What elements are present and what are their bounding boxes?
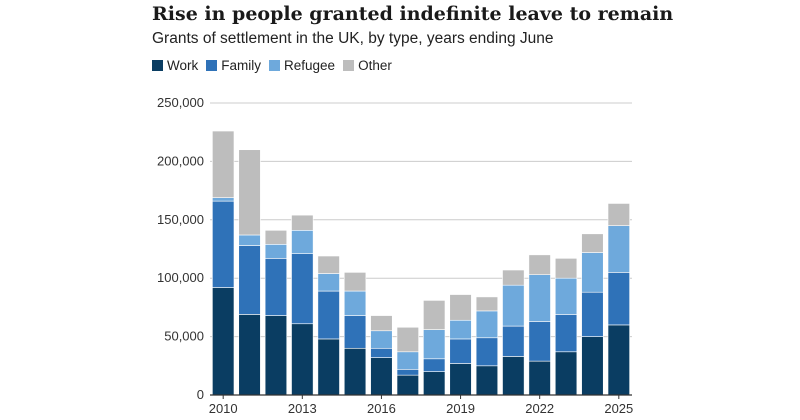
bar-family-2019	[449, 338, 472, 364]
bar-refugee-2024	[581, 252, 604, 293]
bar-other-2013	[291, 214, 314, 231]
bar-refugee-2022	[528, 274, 551, 322]
bar-other-2014	[317, 255, 340, 274]
bar-refugee-2012	[264, 244, 288, 259]
bar-family-2012	[264, 258, 288, 316]
bar-other-2010	[212, 130, 235, 198]
x-tick-label: 2013	[288, 401, 317, 416]
bar-family-2024	[581, 291, 604, 337]
legend-item-work: Work	[152, 58, 198, 73]
bar-family-2016	[370, 347, 393, 358]
bar-work-2016	[370, 357, 393, 396]
bar-family-2014	[317, 290, 340, 340]
legend-swatch-family	[206, 60, 218, 71]
bar-other-2011	[238, 149, 261, 236]
chart-panel: Rise in people granted indefinite leave …	[140, 0, 673, 420]
y-tick-label: 150,000	[157, 212, 204, 227]
bar-refugee-2014	[317, 273, 340, 292]
bar-other-2023	[554, 258, 578, 279]
bar-refugee-2018	[423, 329, 446, 360]
legend-swatch-other	[343, 60, 355, 71]
legend-label: Work	[167, 58, 199, 73]
legend-swatch-refugee	[269, 60, 281, 71]
bar-other-2020	[475, 296, 499, 312]
bar-refugee-2020	[475, 310, 499, 339]
y-tick-label: 250,000	[157, 95, 204, 110]
bar-other-2024	[581, 233, 604, 253]
bar-family-2015	[343, 315, 367, 349]
bar-family-2010	[212, 200, 235, 288]
chart-title: Rise in people granted indefinite leave …	[152, 3, 674, 25]
y-tick-label: 100,000	[157, 270, 204, 285]
x-tick-label: 2010	[209, 401, 238, 416]
bar-family-2025	[607, 272, 630, 326]
x-tick-label: 2016	[367, 401, 396, 416]
chart-legend: Work Family Refugee Other	[152, 58, 400, 73]
bar-other-2016	[370, 315, 393, 332]
bar-work-2022	[528, 360, 551, 396]
bar-family-2022	[528, 321, 551, 362]
bar-refugee-2019	[449, 319, 472, 340]
bar-other-2019	[449, 294, 472, 321]
y-tick-label: 200,000	[157, 153, 204, 168]
bar-work-2014	[317, 338, 340, 396]
bar-other-2025	[607, 203, 630, 226]
bar-refugee-2025	[607, 225, 630, 273]
bar-work-2011	[238, 314, 261, 396]
legend-swatch-work	[152, 60, 163, 71]
bar-work-2023	[554, 351, 578, 396]
bar-other-2012	[264, 230, 288, 245]
bar-family-2023	[554, 314, 578, 353]
bar-work-2019	[449, 363, 472, 396]
bar-work-2017	[396, 374, 419, 396]
bar-work-2012	[264, 315, 288, 396]
bar-work-2021	[502, 356, 525, 396]
x-tick-label: 2019	[446, 401, 475, 416]
bar-family-2021	[502, 325, 525, 357]
legend-label: Other	[358, 58, 392, 73]
bar-work-2020	[475, 365, 499, 396]
bar-other-2022	[528, 254, 551, 275]
bar-work-2010	[212, 287, 235, 396]
bar-refugee-2015	[343, 290, 367, 316]
bar-refugee-2017	[396, 351, 419, 370]
bar-family-2013	[291, 253, 314, 325]
bar-refugee-2010	[212, 197, 235, 202]
bar-refugee-2021	[502, 284, 525, 327]
x-tick-label: 2022	[525, 401, 554, 416]
y-tick-label: 0	[197, 387, 204, 402]
bar-work-2015	[343, 347, 367, 396]
bar-family-2017	[396, 368, 419, 376]
bar-refugee-2013	[291, 230, 314, 254]
bar-refugee-2023	[554, 277, 578, 315]
bar-work-2024	[581, 336, 604, 396]
chart-subtitle: Grants of settlement in the UK, by type,…	[152, 30, 554, 47]
bar-other-2015	[343, 272, 367, 292]
bar-other-2021	[502, 269, 525, 286]
legend-item-refugee: Refugee	[269, 58, 335, 73]
bar-work-2025	[607, 324, 630, 396]
bar-family-2020	[475, 337, 499, 367]
bar-family-2011	[238, 245, 261, 315]
bar-work-2013	[291, 323, 314, 396]
x-tick-label: 2025	[604, 401, 633, 416]
bar-chart: 0 50,000 100,000 150,000 200,000 250,000 2010 2…	[157, 95, 633, 416]
bar-refugee-2011	[238, 234, 261, 246]
legend-label: Refugee	[284, 58, 336, 73]
bar-other-2017	[396, 326, 419, 353]
legend-item-other: Other	[343, 58, 392, 73]
y-tick-label: 50,000	[164, 329, 204, 344]
legend-item-family: Family	[206, 58, 261, 73]
bar-work-2018	[423, 371, 446, 396]
legend-label: Family	[221, 58, 262, 73]
bar-refugee-2016	[370, 330, 393, 349]
bar-other-2018	[423, 300, 446, 330]
bar-family-2018	[423, 358, 446, 372]
